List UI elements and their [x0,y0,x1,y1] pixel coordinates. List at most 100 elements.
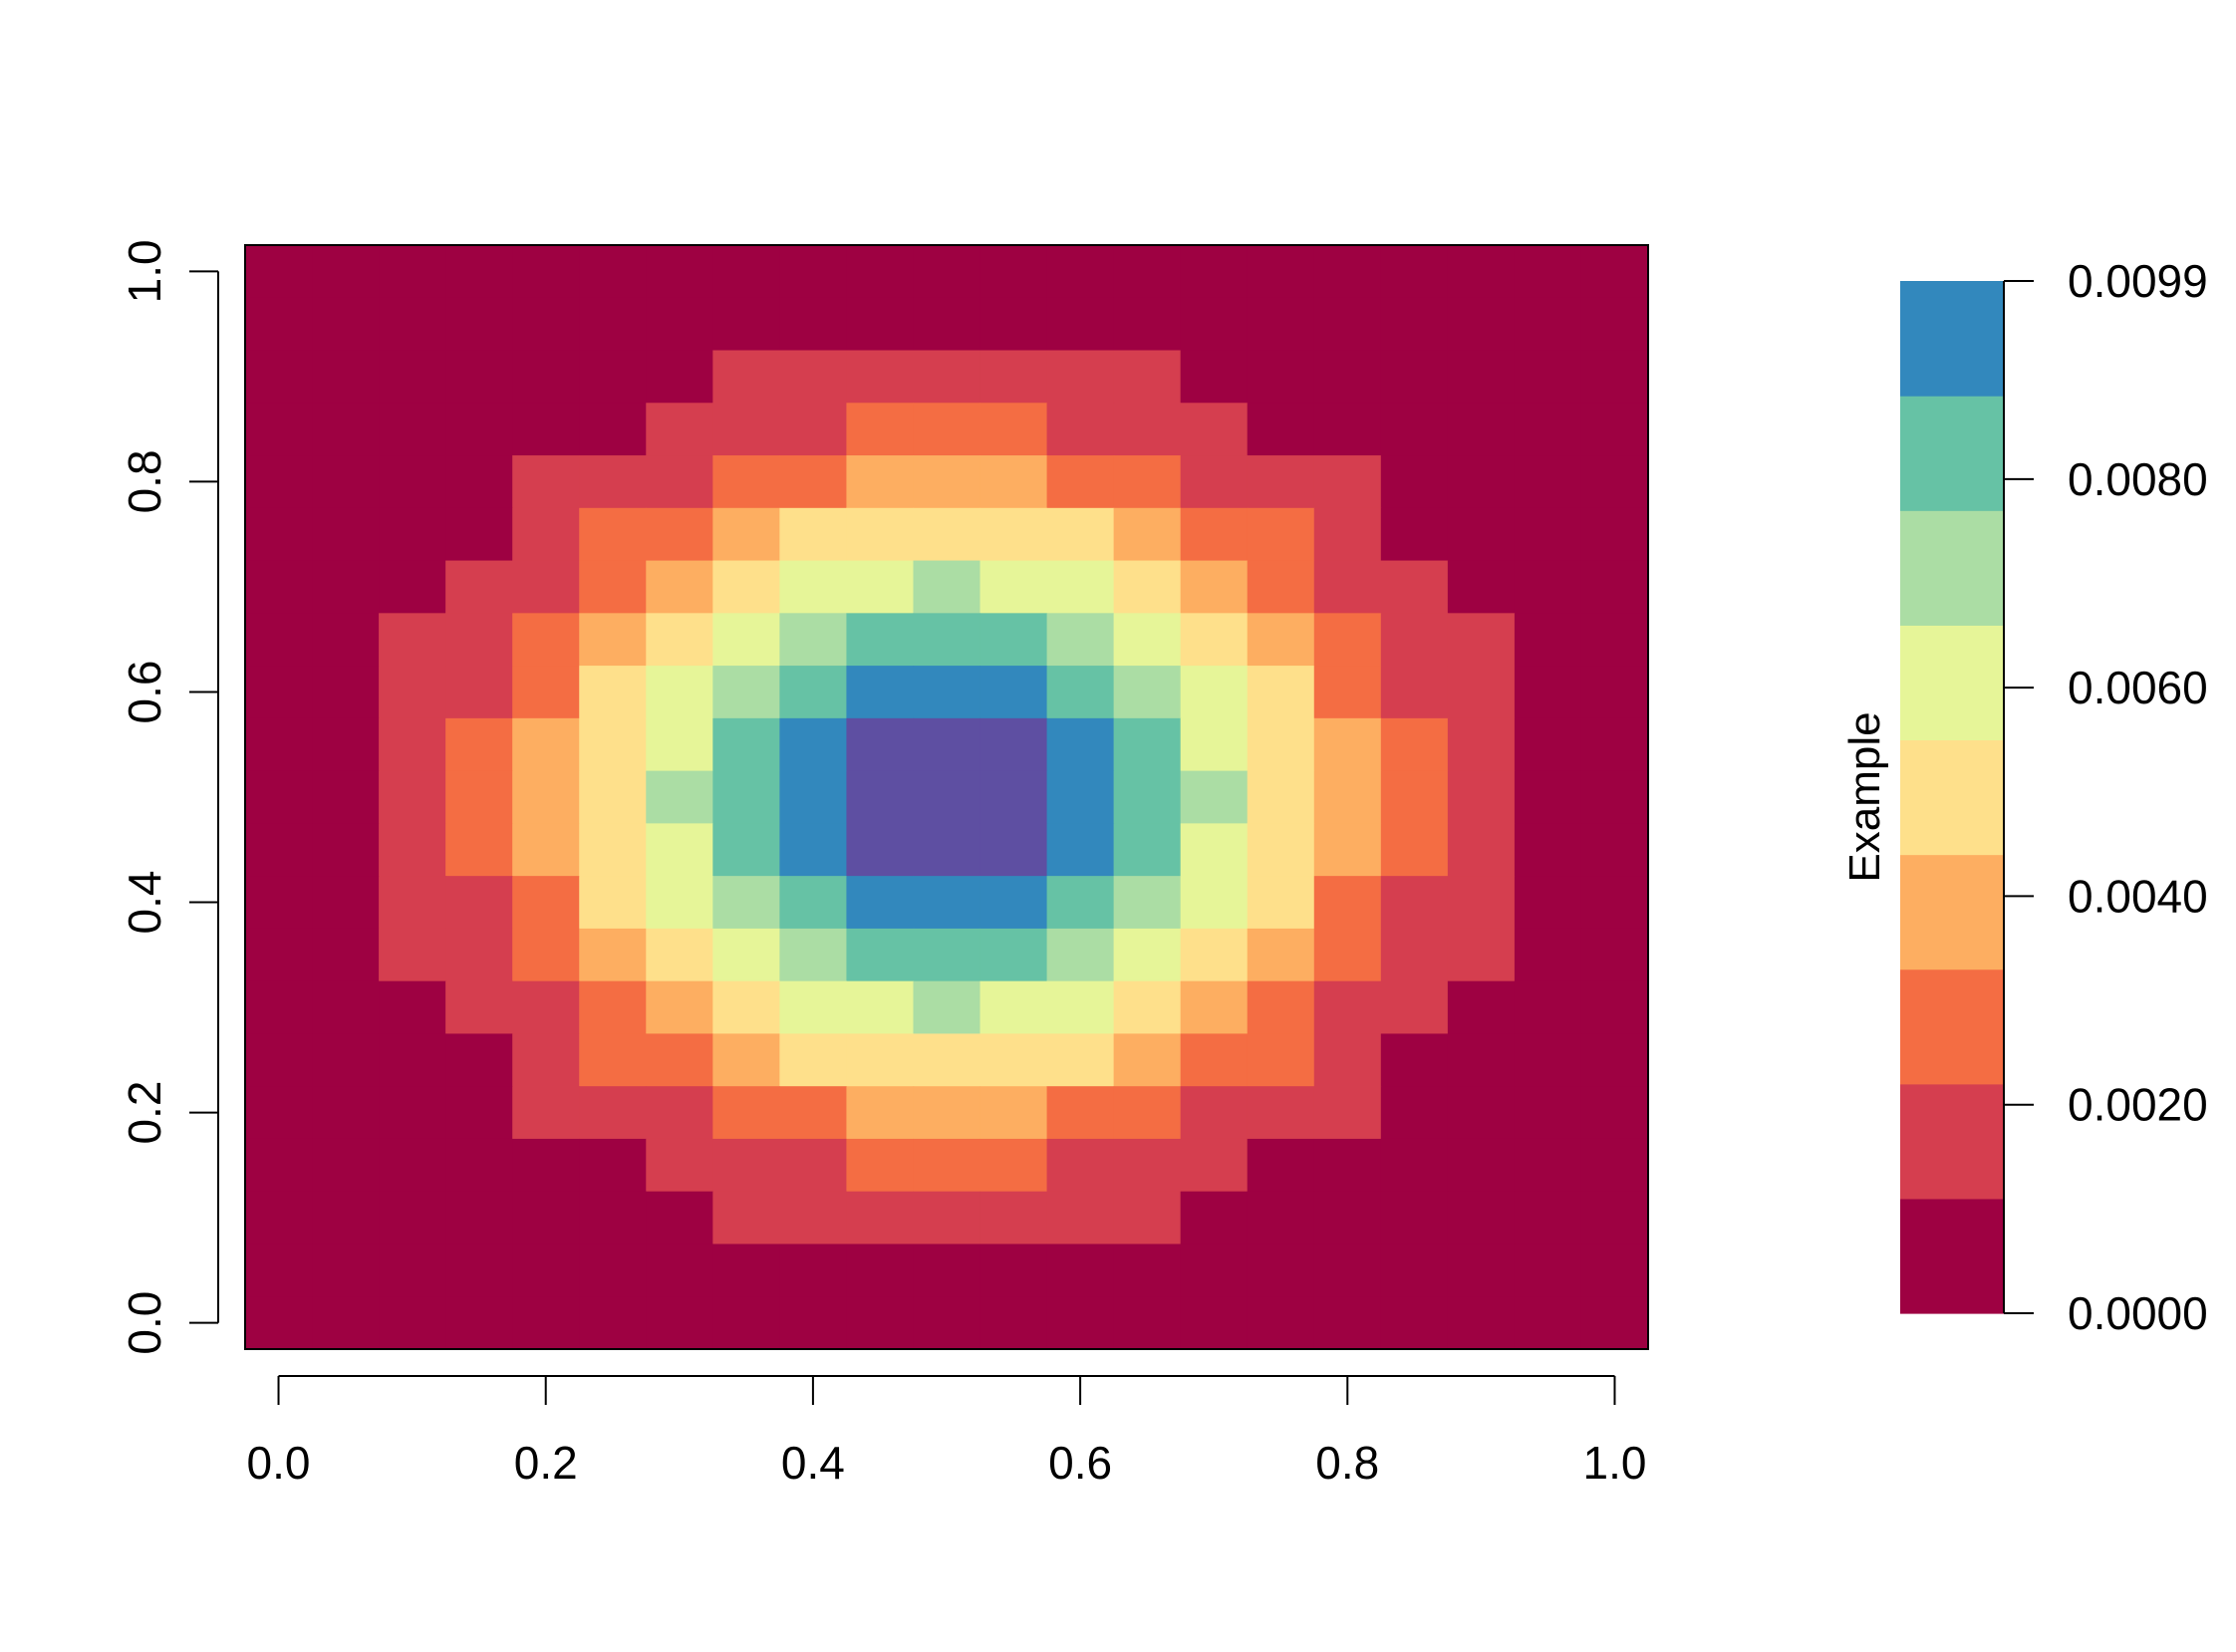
heatmap-cell [1113,1033,1182,1087]
heatmap-cell [1180,1191,1249,1245]
heatmap-cell [1380,928,1449,982]
heatmap-cell [1180,928,1249,982]
heatmap-cell [979,876,1048,930]
heatmap-cell [846,455,915,509]
heatmap-cell [512,297,580,352]
heatmap-cell [1247,876,1315,930]
heatmap-cell [979,403,1048,456]
y-tick-label: 0.8 [119,449,170,513]
heatmap-cell [979,350,1048,404]
heatmap-cell [579,403,647,456]
heatmap-cell [245,666,313,719]
heatmap-cell [646,560,713,614]
heatmap-cell [779,717,848,772]
heatmap-cell [1580,876,1649,930]
heatmap-cell [312,1086,380,1140]
heatmap-cell [445,1243,513,1297]
heatmap-cell [1247,717,1315,772]
heatmap-cell [245,403,313,456]
heatmap-cell [312,717,380,772]
heatmap-cell [913,717,981,772]
heatmap-cell [1180,507,1249,562]
y-tick-label: 0.4 [119,871,170,935]
heatmap-cell [1380,980,1449,1035]
heatmap-cell [1447,350,1516,404]
heatmap-cell [646,823,713,877]
heatmap-cell [913,928,981,982]
heatmap-cell [913,1033,981,1087]
heatmap-cell [512,980,580,1035]
heatmap-cell [379,1296,446,1350]
heatmap-cell [646,1191,713,1245]
heatmap-cell [712,1243,780,1297]
colorbar-tick-label: 0.0099 [2068,255,2208,307]
heatmap-cell [1113,717,1182,772]
heatmap-cell [1180,613,1249,667]
colorbar-tick-label: 0.0080 [2068,453,2208,505]
heatmap-cell [646,455,713,509]
heatmap-cell [445,717,513,772]
heatmap-cell [1180,1138,1249,1193]
heatmap-cell [379,1243,446,1297]
heatmap-cell [445,455,513,509]
heatmap-cell [779,1033,848,1087]
heatmap-cell [646,666,713,719]
heatmap-cell [779,297,848,352]
heatmap-cell [379,770,446,824]
heatmap-cell [846,928,915,982]
heatmap-cell [979,245,1048,299]
heatmap-cell [1580,1191,1649,1245]
heatmap-cell [1046,403,1115,456]
heatmap-cell [1313,1296,1382,1350]
heatmap-cell [846,666,915,719]
heatmap-cell [1046,1086,1115,1140]
heatmap-cell [779,928,848,982]
heatmap-cell [445,507,513,562]
heatmap-cell [846,1086,915,1140]
heatmap-cell [1313,980,1382,1035]
heatmap-cell [1447,1086,1516,1140]
heatmap-cell [1180,980,1249,1035]
heatmap-cell [1580,613,1649,667]
colorbar-tick-label: 0.0000 [2068,1287,2208,1339]
heatmap-cell [379,666,446,719]
heatmap-cell [1447,1138,1516,1193]
heatmap-cell [512,403,580,456]
heatmap-cell [579,455,647,509]
heatmap-cell [712,1138,780,1193]
heatmap-cell [1247,1138,1315,1193]
heatmap-cell [1514,613,1582,667]
heatmap-cell [1313,455,1382,509]
heatmap-cell [779,507,848,562]
heatmap-cell [712,245,780,299]
heatmap-cell [312,613,380,667]
heatmap-cell [913,350,981,404]
heatmap-cell [1580,507,1649,562]
heatmap-cell [245,770,313,824]
heatmap-cell [512,245,580,299]
heatmap-cell [379,350,446,404]
heatmap-cell [779,876,848,930]
heatmap-cell [1113,876,1182,930]
heatmap-cell [646,770,713,824]
y-tick-label: 0.6 [119,660,170,723]
heatmap-cell [1313,297,1382,352]
heatmap-cell [913,1191,981,1245]
heatmap-cell [312,928,380,982]
heatmap-cell [712,1033,780,1087]
heatmap-cell [1380,560,1449,614]
heatmap-cell [512,876,580,930]
heatmap-cell [1113,403,1182,456]
heatmap-cell [1313,245,1382,299]
heatmap-cell [979,455,1048,509]
heatmap-cell [712,403,780,456]
heatmap-cell [712,507,780,562]
heatmap-cell [1447,297,1516,352]
heatmap-cell [445,770,513,824]
heatmap-cell [979,717,1048,772]
heatmap-cell [379,823,446,877]
heatmap-cell [646,1086,713,1140]
heatmap-cell [846,770,915,824]
heatmap-cell [1113,613,1182,667]
heatmap-cell [1580,455,1649,509]
